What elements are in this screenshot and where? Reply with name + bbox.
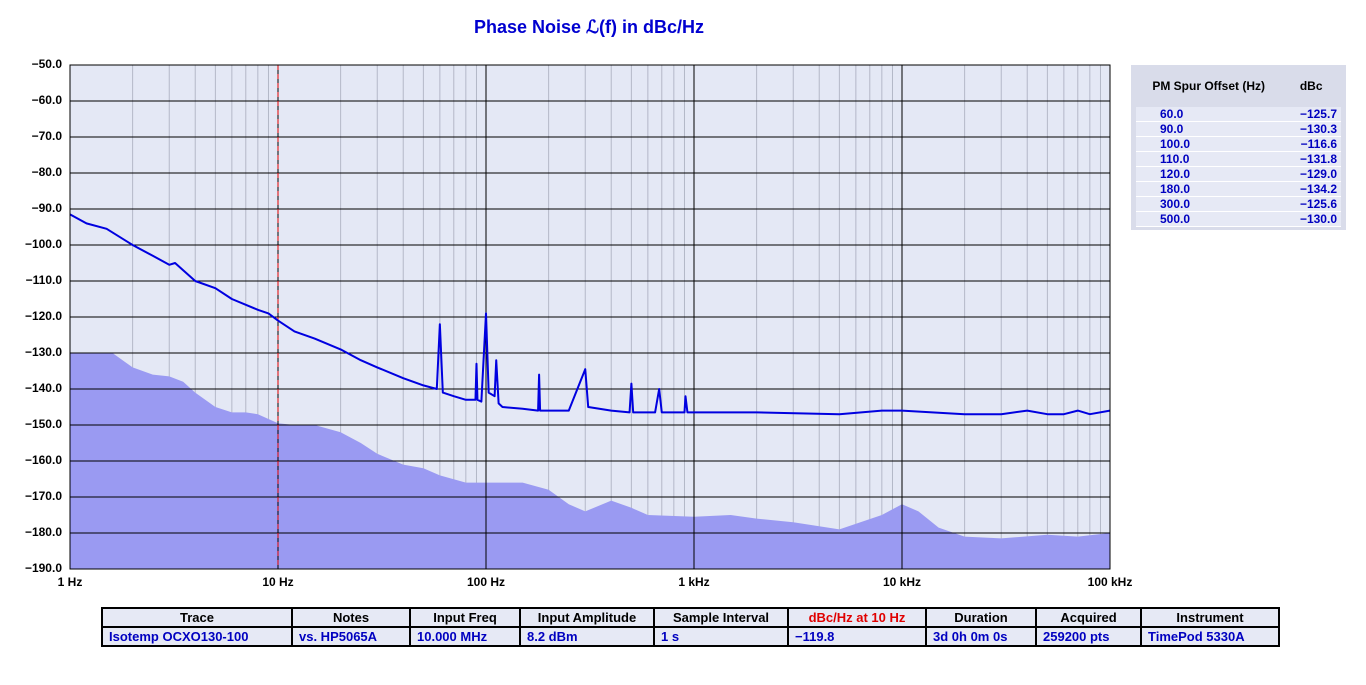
info-cell: 8.2 dBm <box>519 626 655 647</box>
y-tick-label: −190.0 <box>25 561 62 575</box>
y-tick-label: −170.0 <box>25 489 62 503</box>
spur-cell: 120.0 <box>1136 166 1282 182</box>
x-tick-label: 100 kHz <box>1088 575 1133 589</box>
info-cell: 3d 0h 0m 0s <box>925 626 1037 647</box>
spur-header: PM Spur Offset (Hz) <box>1152 79 1266 93</box>
y-tick-label: −90.0 <box>32 201 63 215</box>
info-header-row: Trace Notes Input Freq Input Amplitude Sampl… <box>101 607 1280 628</box>
info-header: Input Amplitude <box>519 607 655 628</box>
spur-cell: 60.0 <box>1136 107 1282 122</box>
spur-cell: −129.0 <box>1281 166 1341 182</box>
y-tick-label: −70.0 <box>32 129 63 143</box>
info-cell: Isotemp OCXO130-100 <box>101 626 293 647</box>
spur-row: 180.0 −134.2 <box>1136 181 1341 197</box>
spur-header: dBc <box>1299 79 1323 93</box>
info-cell: vs. HP5065A <box>291 626 411 647</box>
x-tick-label: 10 kHz <box>883 575 921 589</box>
spur-cell: −116.6 <box>1281 136 1341 152</box>
spur-row: 300.0 −125.6 <box>1136 196 1341 212</box>
spur-row: 60.0 −125.7 <box>1136 107 1341 122</box>
info-row: Isotemp OCXO130-100 vs. HP5065A 10.000 MHz… <box>101 626 1280 647</box>
spur-cell: −131.8 <box>1281 151 1341 167</box>
spur-row: 110.0 −131.8 <box>1136 151 1341 167</box>
spur-cell: −130.0 <box>1281 211 1341 227</box>
spur-cell: 300.0 <box>1136 196 1282 212</box>
spur-row: 120.0 −129.0 <box>1136 166 1341 182</box>
info-cell: 259200 pts <box>1035 626 1142 647</box>
spur-cell: 90.0 <box>1136 121 1282 137</box>
y-tick-label: −120.0 <box>25 309 62 323</box>
spur-cell: 180.0 <box>1136 181 1282 197</box>
y-tick-label: −180.0 <box>25 525 62 539</box>
info-header: Duration <box>925 607 1037 628</box>
info-header: Sample Interval <box>653 607 789 628</box>
info-cell: −119.8 <box>787 626 927 647</box>
info-header: Instrument <box>1140 607 1280 628</box>
info-header: Trace <box>101 607 293 628</box>
y-tick-label: −160.0 <box>25 453 62 467</box>
y-tick-label: −50.0 <box>32 57 63 71</box>
y-tick-label: −110.0 <box>26 273 63 287</box>
noise-floor-area <box>70 353 1110 569</box>
y-tick-label: −100.0 <box>25 237 62 251</box>
info-header: dBc/Hz at 10 Hz <box>787 607 927 628</box>
spur-cell: −134.2 <box>1281 181 1341 197</box>
y-tick-label: −80.0 <box>32 165 63 179</box>
x-tick-label: 1 Hz <box>58 575 83 589</box>
info-cell: 1 s <box>653 626 789 647</box>
spur-cell: 100.0 <box>1136 136 1282 152</box>
spur-cell: 500.0 <box>1136 211 1282 227</box>
spur-header-row: PM Spur Offset (Hz) dBc <box>1136 65 1341 107</box>
x-tick-label: 10 Hz <box>262 575 293 589</box>
chart-title: Phase Noise ℒ(f) in dBc/Hz <box>474 17 704 37</box>
info-table: Trace Notes Input Freq Input Amplitude Sampl… <box>101 607 1280 647</box>
x-tick-label: 1 kHz <box>678 575 709 589</box>
plot-frame <box>69 64 1111 570</box>
y-tick-label: −140.0 <box>25 381 62 395</box>
info-cell: 10.000 MHz <box>409 626 521 647</box>
y-tick-label: −130.0 <box>25 345 62 359</box>
trace-line <box>69 213 1111 416</box>
info-header: Notes <box>291 607 411 628</box>
y-tick-label: −60.0 <box>32 93 63 107</box>
spur-cell: −125.7 <box>1281 107 1341 122</box>
spur-row: 100.0 −116.6 <box>1136 136 1341 152</box>
info-cell: TimePod 5330A <box>1140 626 1280 647</box>
info-header: Input Freq <box>409 607 521 628</box>
info-header: Acquired <box>1035 607 1142 628</box>
spur-table: PM Spur Offset (Hz) dBc 60.0 −125.7 90.0 −130… <box>1131 65 1346 230</box>
spur-cell: 110.0 <box>1136 151 1282 167</box>
y-tick-label: −150.0 <box>25 417 62 431</box>
spur-cell: −130.3 <box>1281 121 1341 137</box>
spur-row: 500.0 −130.0 <box>1136 211 1341 227</box>
x-tick-label: 100 Hz <box>467 575 505 589</box>
spur-row: 90.0 −130.3 <box>1136 121 1341 137</box>
spur-cell: −125.6 <box>1281 196 1341 212</box>
spur-grid: PM Spur Offset (Hz) dBc 60.0 −125.7 90.0 −130… <box>1136 65 1341 227</box>
